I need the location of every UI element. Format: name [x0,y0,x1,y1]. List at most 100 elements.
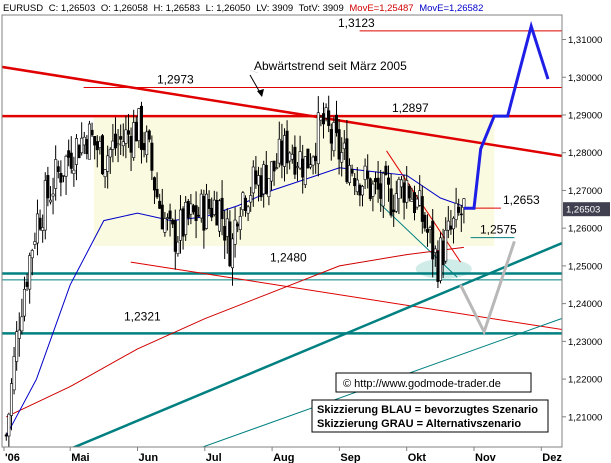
axes: 1,21000 1,22000 1,23000 1,24000 1,25000 1,260… [1,14,610,463]
candle-body [119,136,123,140]
candle-body [241,192,245,211]
candle-body [202,196,206,231]
candle-body [347,165,351,183]
candle-body [277,138,281,164]
candle-body [28,255,32,290]
candle-body [108,149,112,158]
candle-body [413,192,417,214]
candle-body [358,184,362,196]
moving-average-1 [5,167,465,436]
candle-body [446,220,450,231]
candle-body [215,199,219,226]
candle-body [126,130,130,135]
candle-body [340,152,344,163]
copyright-text: © http://www.godmode-trader.de [343,378,501,390]
candle-body [426,229,430,233]
candle-body [342,142,346,150]
candle-body [223,225,227,241]
total-volume-value: TotV: 3909 [299,3,344,14]
x-tick-label: Nov [475,452,497,463]
candle-body [238,216,242,230]
high-value: H: 1,26583 [154,3,200,14]
candle-body [12,356,16,391]
candle-body [74,138,78,165]
candle-body [386,177,390,185]
candle-body [59,172,63,183]
candle-body [259,175,263,198]
candle-body [72,169,76,174]
candle-body [233,219,237,245]
candle-body [267,178,271,198]
candle-body [462,198,466,208]
scenario-sketches [459,20,550,336]
candle-body [444,229,448,262]
candle-body [314,155,318,162]
candle-body [145,131,149,156]
copyright-box: © http://www.godmode-trader.de [335,372,532,393]
y-tick-label: 1,28000 [568,148,602,159]
candle-body [311,156,315,166]
scenario-path-1 [459,240,516,336]
level-label: 1,2321 [124,309,161,323]
y-tick-label: 1,31000 [568,35,602,46]
candle-body [449,225,453,230]
candle-body [285,130,289,164]
candle-body [171,219,175,225]
trendline-0 [2,65,562,158]
x-tick-label: Mai [71,452,89,463]
moving-average-0 [6,246,464,418]
symbol-label: EURUSD [3,3,43,14]
candle-body [363,165,367,180]
trendlines [2,65,562,447]
candle-body [282,135,286,167]
candle-body [334,114,338,133]
candle-body [80,137,84,154]
candle-body [392,209,396,213]
candle-body [428,227,432,230]
candle-body [147,130,151,140]
candle-body [64,155,68,177]
candle-body [134,121,138,142]
candle-body [420,196,424,222]
candle-body [366,171,370,179]
candle-body [332,122,336,152]
candle-body [30,250,34,259]
candle-body [298,151,302,169]
downtrend-pointer-stub [249,69,259,74]
candle-body [355,179,359,193]
open-value: O: 1,26058 [101,3,148,14]
ma-red-value: MovE=1,25487 [349,3,413,14]
scenario-blue-label: Skizzierung BLAU = bevorzugtes Szenario [317,404,538,416]
candle-body [457,206,461,213]
candle-body [350,168,354,174]
level-label: 1,2575 [480,223,517,237]
candle-body [217,200,221,232]
candle-body [22,289,26,317]
candle-body [132,122,136,158]
candle-body [262,164,266,195]
candlesticks [4,95,466,447]
y-tick-label: 1,23000 [568,337,602,348]
candle-body [452,217,456,230]
candle-body [236,223,240,227]
candle-body [100,135,104,175]
candle-body [327,110,331,126]
candle-body [85,139,89,155]
candle-body [150,142,154,171]
candle-body [9,383,13,416]
candle-body [379,183,383,199]
candle-body [418,190,422,206]
candle-body [142,143,146,151]
chart-header: EURUSD C: 1,26503 O: 1,26058 H: 1,26583 … [3,3,483,14]
candle-body [98,141,102,149]
candle-body [264,164,268,194]
scenario-grey-label: Skizzierung GRAU = Alternativszenario [317,418,521,430]
candle-body [165,217,169,219]
moving-averages [5,167,465,436]
downtrend-label: Abwärtstrend seit März 2005 [254,59,407,73]
x-tick-label: Jul [206,452,222,463]
candle-body [139,105,143,150]
trendline-1 [130,261,562,331]
plot-frame [1,14,563,448]
candle-body [95,141,99,151]
